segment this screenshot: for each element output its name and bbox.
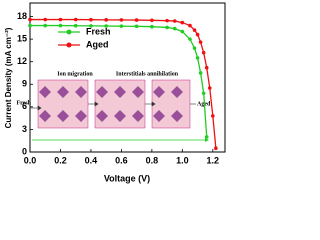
marker — [172, 19, 177, 23]
marker — [134, 24, 139, 29]
plot-frame — [29, 2, 226, 153]
marker — [165, 18, 169, 23]
marker — [204, 65, 209, 70]
annotation: Fresh — [16, 100, 31, 106]
marker — [28, 17, 32, 22]
marker — [180, 20, 185, 25]
x-tick-label: 0.4 — [85, 155, 98, 165]
marker — [198, 40, 203, 44]
series-line — [30, 24, 208, 137]
marker — [172, 26, 177, 31]
x-tick-label: 0.8 — [146, 155, 159, 165]
marker — [104, 24, 108, 28]
x-axis-title: Voltage (V) — [104, 173, 150, 183]
marker — [150, 24, 154, 29]
y-tick-label: 0 — [22, 146, 27, 156]
x-tick-label: 0.6 — [115, 155, 128, 165]
annotation: Ion migration — [57, 71, 93, 77]
marker — [201, 50, 206, 55]
marker — [214, 146, 218, 151]
marker — [165, 25, 169, 30]
legend-label: Fresh — [86, 26, 111, 36]
y-tick-label: 6 — [22, 101, 27, 111]
marker — [104, 18, 108, 22]
y-tick-label: 12 — [17, 56, 27, 66]
chart: Ion migration Interstitials annihilation… — [4, 2, 226, 183]
marker — [43, 17, 48, 22]
marker — [188, 37, 192, 41]
legend-label: Aged — [86, 39, 109, 49]
marker — [58, 23, 63, 28]
marker — [119, 24, 124, 28]
marker — [192, 46, 197, 50]
marker — [204, 135, 209, 139]
marker — [73, 23, 78, 28]
marker — [195, 32, 200, 37]
x-tick-label: 1.0 — [176, 155, 189, 165]
lattice — [151, 79, 191, 129]
y-tick-label: 9 — [22, 79, 27, 89]
marker — [195, 56, 200, 60]
x-tick-label: 0.2 — [54, 155, 67, 165]
legend-marker — [66, 29, 72, 35]
marker — [192, 28, 197, 32]
marker — [188, 23, 192, 28]
marker — [201, 91, 206, 96]
y-axis-title: Current Density (mA cm⁻²) — [4, 27, 13, 128]
marker — [73, 17, 78, 22]
legend-marker — [66, 42, 72, 48]
marker — [180, 29, 185, 34]
marker — [89, 17, 93, 22]
marker — [134, 18, 139, 22]
y-tick-label: 3 — [22, 124, 27, 134]
y-tick-label: 15 — [17, 33, 27, 43]
marker — [43, 23, 48, 28]
marker — [119, 18, 124, 22]
marker — [211, 114, 215, 118]
x-tick-label: 1.2 — [207, 155, 220, 165]
marker — [58, 17, 63, 22]
marker — [198, 71, 203, 75]
annotation: Interstitials annihilation — [116, 71, 179, 77]
marker — [89, 24, 93, 28]
y-tick-label: 18 — [17, 11, 27, 21]
inset — [30, 79, 209, 142]
marker — [207, 86, 212, 90]
marker — [150, 18, 154, 23]
x-tick-label: 0.0 — [24, 155, 37, 165]
marker — [28, 23, 32, 28]
